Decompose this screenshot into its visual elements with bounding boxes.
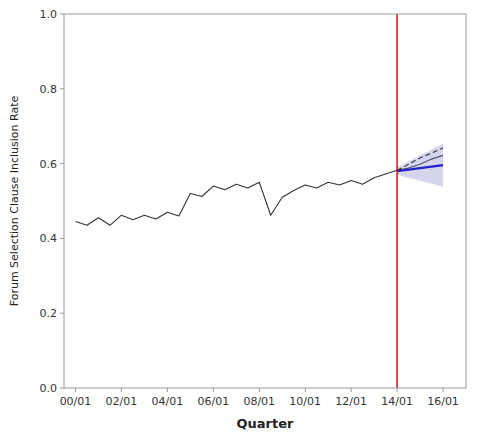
y-tick	[60, 313, 64, 314]
x-tick	[75, 388, 76, 392]
reference-line	[396, 14, 397, 388]
x-tick-label: 10/01	[289, 395, 321, 408]
y-tick-label: 1.0	[40, 8, 58, 21]
y-tick	[60, 163, 64, 164]
y-tick	[60, 88, 64, 89]
y-tick-label: 0.2	[40, 307, 58, 320]
plot-frame	[64, 14, 466, 388]
x-tick	[259, 388, 260, 392]
x-tick-label: 04/01	[152, 395, 184, 408]
y-tick-label: 0.8	[40, 83, 58, 96]
x-tick	[305, 388, 306, 392]
series-line	[397, 165, 443, 171]
chart: 00/01 02/01 04/01 06/01 08/01 10/01 12/01 14/01…	[0, 0, 480, 442]
plot-area	[75, 14, 443, 388]
series-line	[75, 155, 443, 225]
x-tick	[351, 388, 352, 392]
x-tick-label: 00/01	[60, 395, 92, 408]
y-tick	[60, 14, 64, 15]
y-tick-label: 0.6	[40, 158, 58, 171]
x-tick-label: 14/01	[381, 395, 413, 408]
y-tick	[60, 388, 64, 389]
x-axis-label: Quarter	[237, 416, 295, 431]
confidence-band	[397, 143, 443, 186]
series-line	[397, 148, 443, 170]
x-tick-label: 08/01	[243, 395, 275, 408]
x-tick	[167, 388, 168, 392]
y-tick-label: 0.0	[40, 382, 58, 395]
axes: 00/01 02/01 04/01 06/01 08/01 10/01 12/01 14/01…	[40, 8, 459, 408]
x-tick	[213, 388, 214, 392]
x-tick-label: 06/01	[197, 395, 229, 408]
y-axis-label: Forum Selection Clause Inclusion Rate	[8, 96, 21, 307]
y-tick	[60, 238, 64, 239]
x-tick	[121, 388, 122, 392]
x-tick-label: 12/01	[335, 395, 367, 408]
x-tick-label: 02/01	[106, 395, 138, 408]
x-tick	[443, 388, 444, 392]
x-tick-label: 16/01	[427, 395, 459, 408]
y-tick-label: 0.4	[40, 232, 58, 245]
x-tick	[397, 388, 398, 392]
